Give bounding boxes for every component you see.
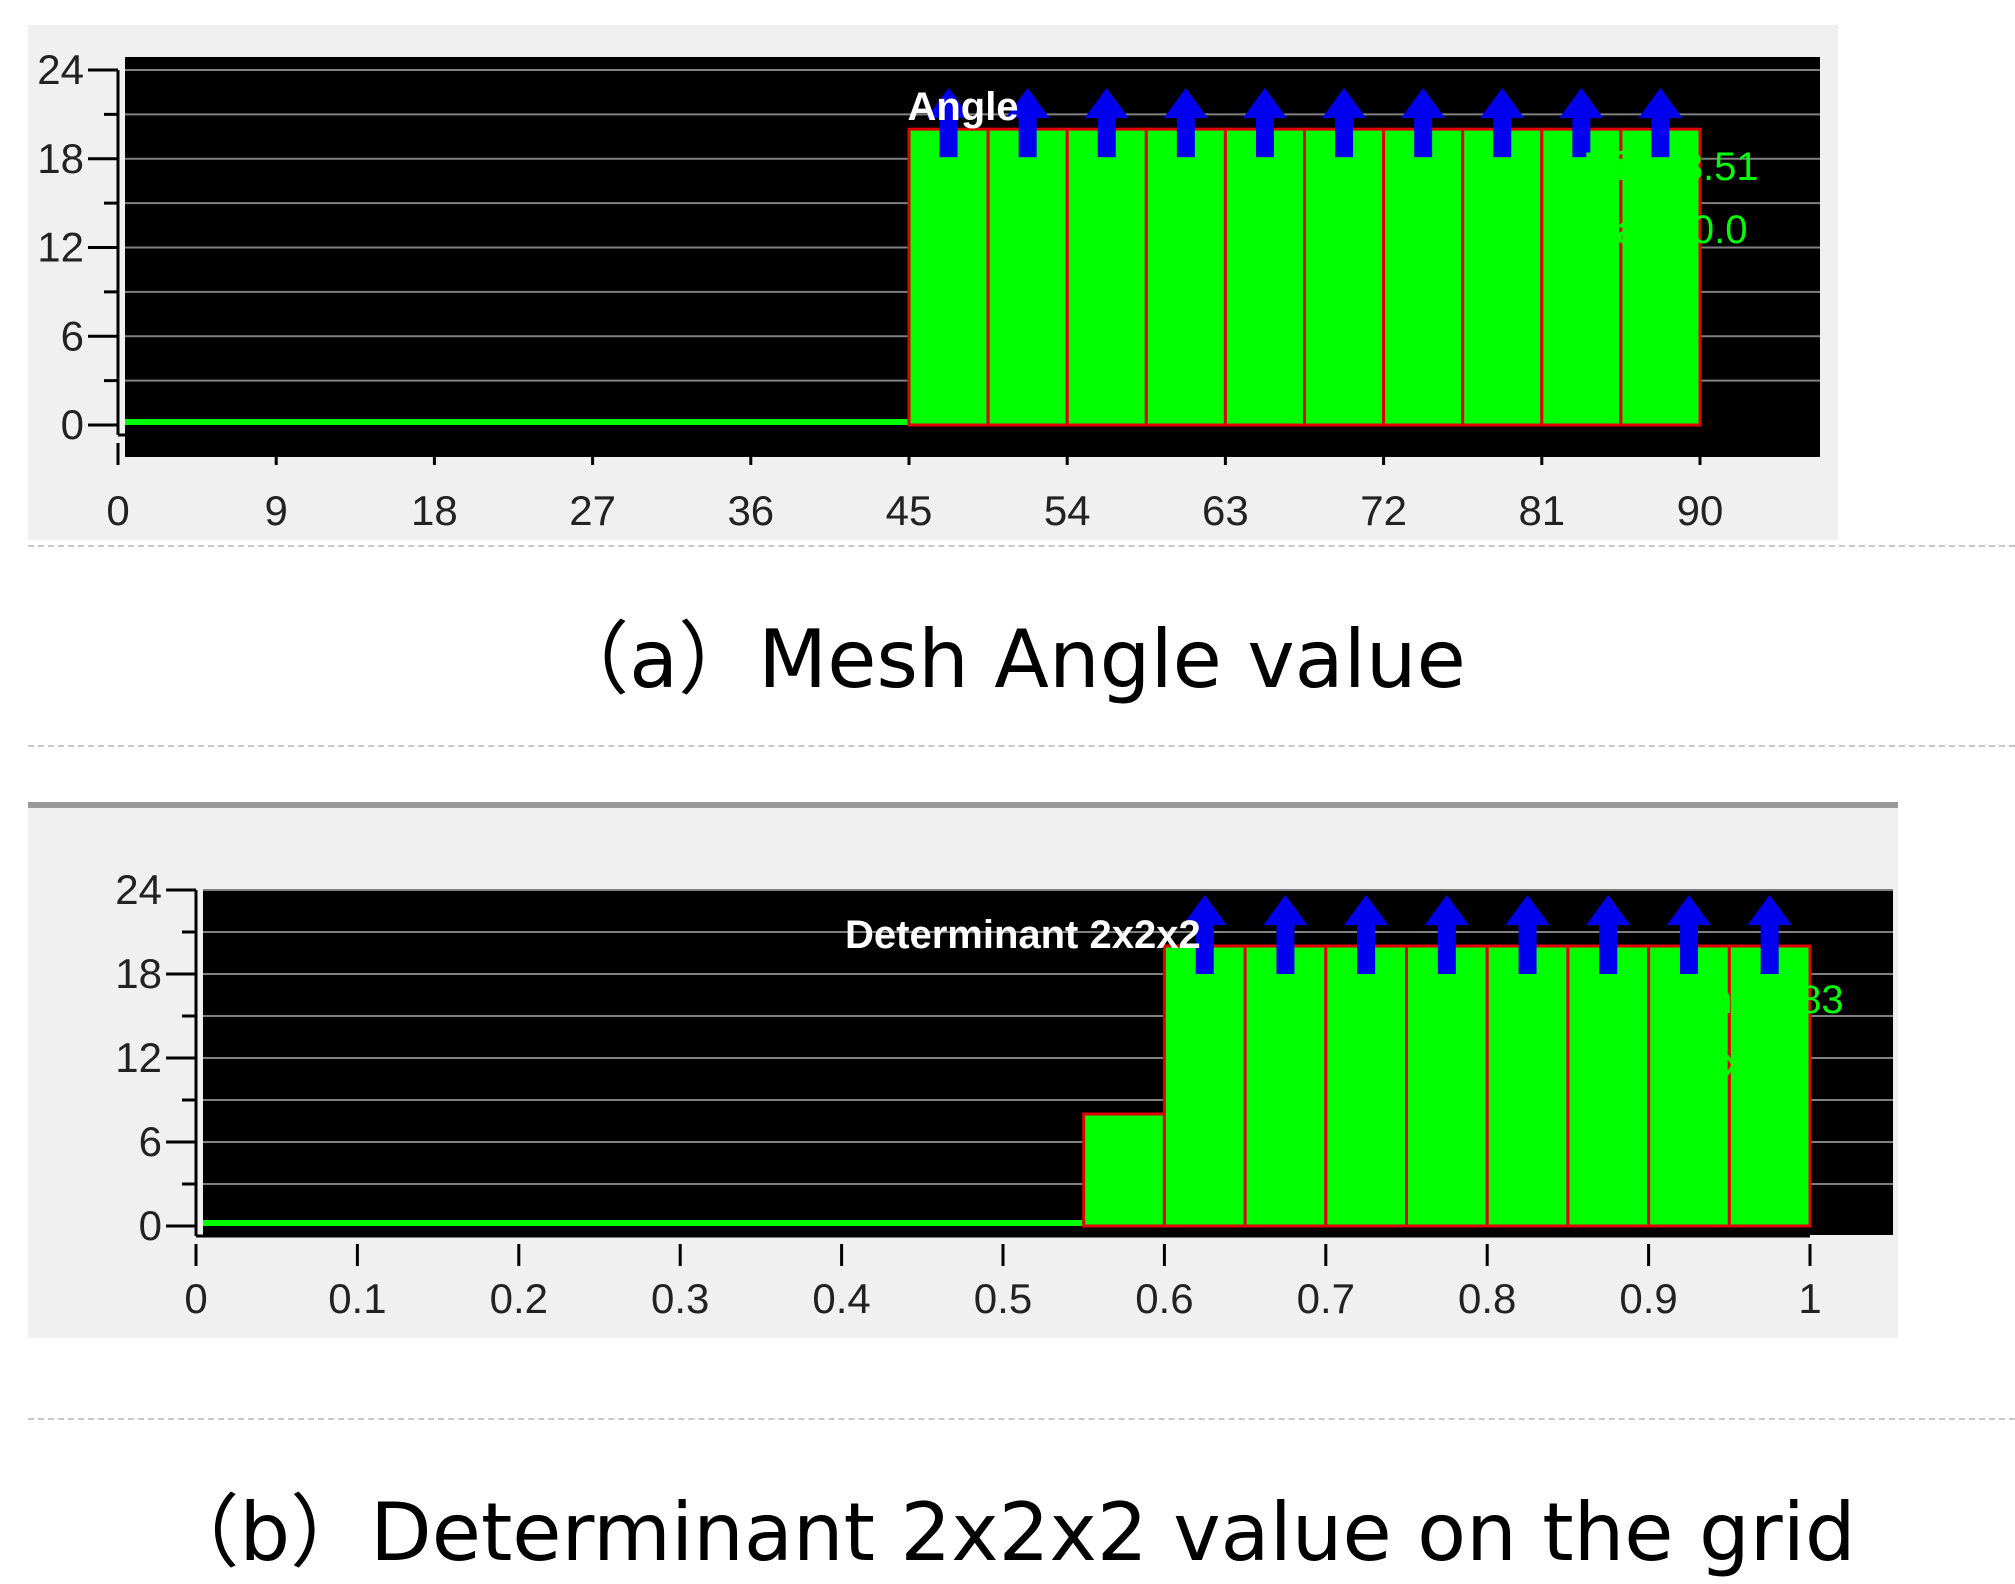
caption-b: （b）Determinant 2x2x2 value on the grid — [159, 1486, 1856, 1579]
histogram-bar — [1405, 944, 1489, 1228]
x-tick-label: 0.9 — [1619, 1275, 1677, 1322]
overflow-arrow-icon — [1263, 895, 1308, 974]
separator — [28, 1418, 2015, 1420]
angle-histogram-svg: 0 6 12 18 24 0 9 18 27 36 45 54 63 72 81 90 Angle Min 48.… — [37, 46, 1820, 534]
histogram-bar — [1461, 127, 1544, 427]
histogram-panel-angle: 0 6 12 18 24 0 9 18 27 36 45 54 63 72 81 90 Angle Min 48.… — [28, 25, 1838, 540]
caption-a: （a）Mesh Angle value — [549, 613, 1466, 706]
x-tick-label: 0.5 — [974, 1275, 1032, 1322]
histogram-bar — [1144, 127, 1227, 427]
max-annotation: Max 90.0 — [1583, 208, 1748, 252]
histogram-bar — [1647, 944, 1731, 1228]
determinant-histogram-svg: 0 6 12 18 24 0 0.1 0.2 0.3 0.4 0.5 0.6 0.7 0.8 0.9 1 Det… — [115, 866, 1893, 1322]
y-tick-label: 12 — [37, 224, 84, 271]
histogram-bar — [1303, 127, 1386, 427]
x-tick-label: 0.2 — [490, 1275, 548, 1322]
x-tick-label: 0 — [184, 1275, 207, 1322]
histogram-bar — [1727, 944, 1812, 1228]
y-tick-label: 24 — [115, 866, 162, 913]
histogram-bar — [1162, 944, 1247, 1228]
histogram-bar — [1223, 127, 1307, 427]
y-tick-label: 18 — [115, 950, 162, 997]
histogram-bar — [1566, 944, 1651, 1228]
x-tick-label: 18 — [411, 487, 458, 534]
histogram-bar — [1540, 127, 1623, 427]
x-tick-label: 90 — [1677, 487, 1724, 534]
overflow-arrow-icon — [1480, 88, 1525, 158]
histogram-bar — [1243, 944, 1328, 1228]
separator — [28, 545, 2015, 547]
overflow-arrow-icon — [1505, 895, 1550, 974]
y-tick-label: 24 — [37, 46, 84, 93]
x-tick-label: 0.6 — [1135, 1275, 1193, 1322]
x-tick-label: 1 — [1798, 1275, 1821, 1322]
overflow-arrow-icon — [1322, 88, 1367, 158]
overflow-arrow-icon — [926, 88, 971, 158]
x-tick-label: 54 — [1044, 487, 1091, 534]
series-title: Determinant 2x2x2 — [845, 913, 1201, 957]
overflow-arrow-icon — [1242, 88, 1287, 158]
x-tick-label: 9 — [265, 487, 288, 534]
histogram-bar — [907, 127, 990, 427]
histogram-bar — [1065, 127, 1148, 427]
overflow-arrow-icon — [1084, 88, 1129, 158]
overflow-arrow-icon — [1344, 895, 1389, 974]
histogram-bar — [1485, 944, 1570, 1228]
min-annotation: Min 0.583 — [1668, 978, 1844, 1022]
x-tick-label: 36 — [727, 487, 774, 534]
y-tick-label: 12 — [115, 1034, 162, 1081]
y-tick-label: 18 — [37, 135, 84, 182]
overflow-arrow-icon — [1401, 88, 1446, 158]
separator — [28, 745, 2015, 747]
overflow-arrow-icon — [1005, 88, 1050, 158]
max-annotation: Max 1 — [1668, 1041, 1777, 1085]
x-tick-label: 81 — [1518, 487, 1565, 534]
overflow-arrow-icon — [1586, 895, 1631, 974]
overflow-arrow-icon — [1182, 895, 1227, 974]
histogram-bar — [1082, 1112, 1166, 1228]
overflow-arrow-icon — [1747, 895, 1792, 974]
x-tick-label: 27 — [569, 487, 616, 534]
x-tick-label: 0 — [106, 487, 129, 534]
histogram-bar — [1324, 944, 1409, 1228]
y-tick-label: 0 — [139, 1202, 162, 1249]
y-tick-label: 6 — [61, 312, 84, 359]
x-tick-label: 63 — [1202, 487, 1249, 534]
x-tick-label: 45 — [886, 487, 933, 534]
x-tick-label: 0.4 — [812, 1275, 870, 1322]
overflow-arrow-icon — [1424, 895, 1469, 974]
min-annotation: Min 48.51 — [1583, 145, 1759, 189]
overflow-arrow-icon — [1666, 895, 1711, 974]
x-tick-label: 0.3 — [651, 1275, 709, 1322]
histogram-bar — [986, 127, 1069, 427]
series-title: Angle — [907, 85, 1018, 129]
overflow-arrow-icon — [1559, 88, 1604, 158]
x-tick-label: 0.7 — [1297, 1275, 1355, 1322]
y-tick-label: 6 — [139, 1118, 162, 1165]
x-tick-label: 0.8 — [1458, 1275, 1516, 1322]
histogram-bar — [1382, 127, 1465, 427]
x-tick-label: 72 — [1360, 487, 1407, 534]
overflow-arrow-icon — [1163, 88, 1208, 158]
x-tick-label: 0.1 — [328, 1275, 386, 1322]
histogram-panel-determinant: 0 6 12 18 24 0 0.1 0.2 0.3 0.4 0.5 0.6 0.7 0.8 0.9 1 Det… — [28, 802, 1898, 1338]
y-tick-label: 0 — [61, 401, 84, 448]
overflow-arrow-icon — [1638, 88, 1683, 158]
